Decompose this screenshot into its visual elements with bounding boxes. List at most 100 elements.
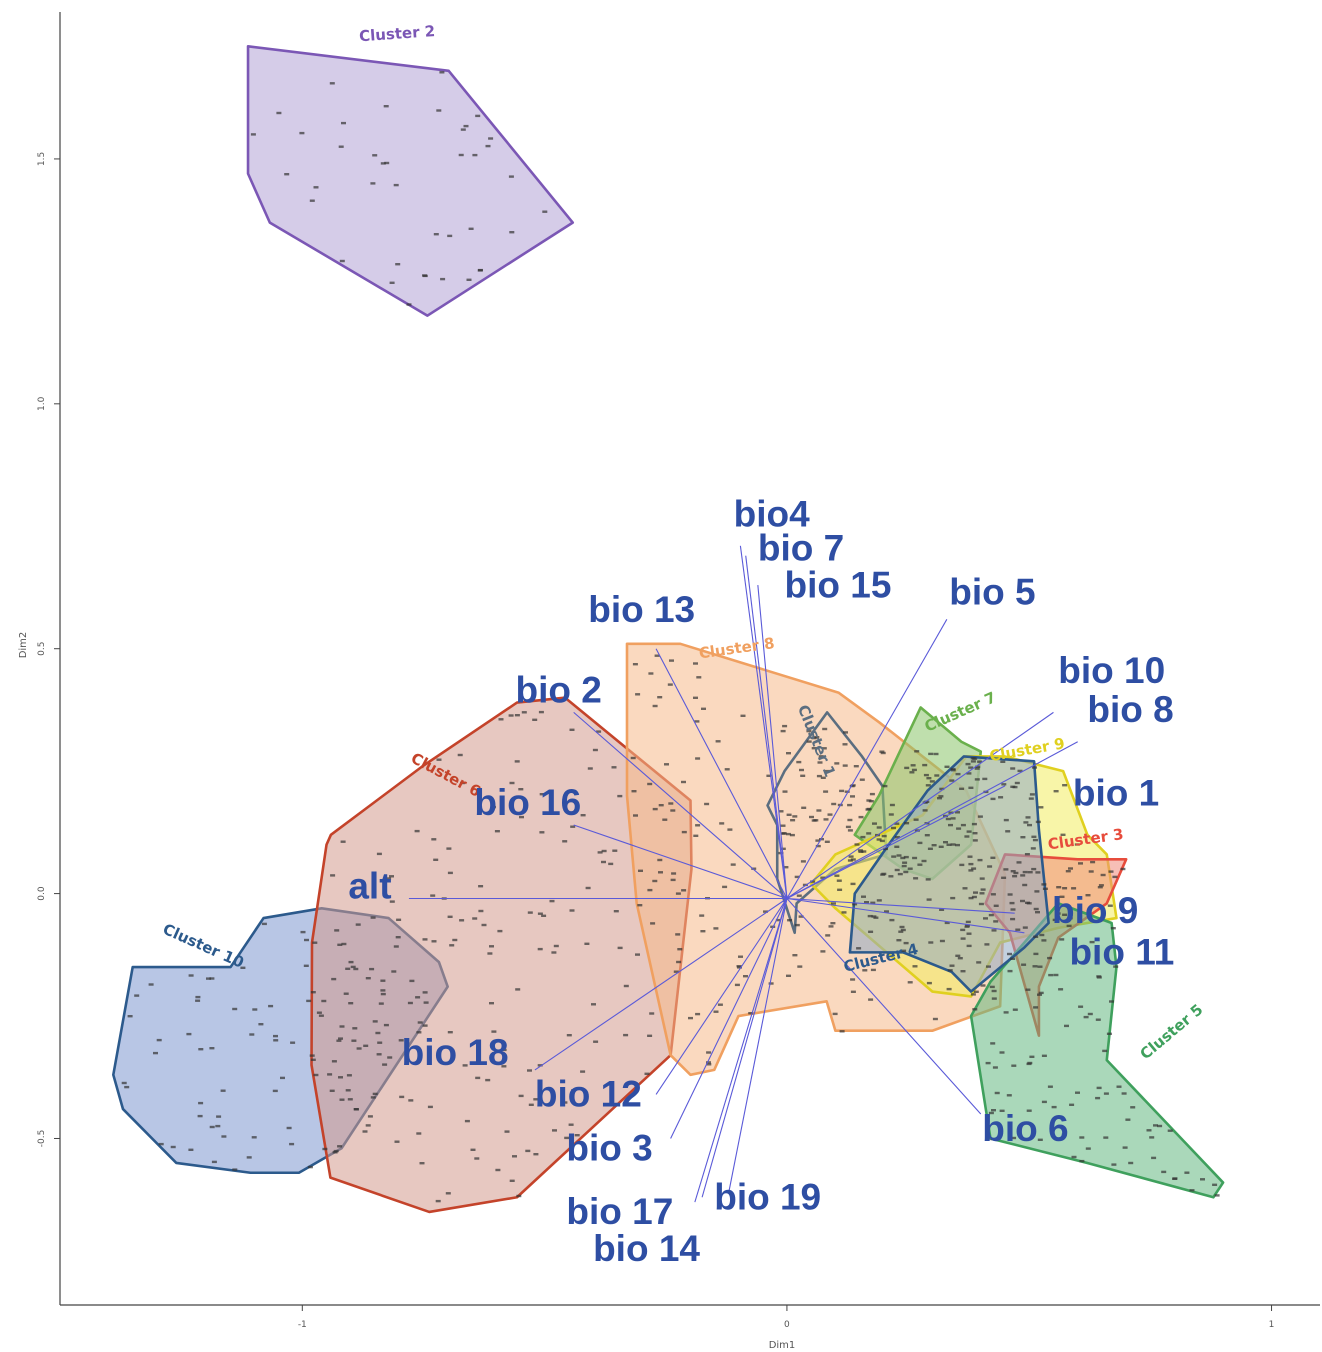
sample-point bbox=[909, 771, 915, 774]
sample-point bbox=[1033, 907, 1039, 911]
sample-point bbox=[273, 1034, 278, 1038]
cluster-hulls bbox=[112, 44, 1225, 1214]
arrow-bio-6 bbox=[786, 898, 982, 1115]
sample-point bbox=[832, 1012, 838, 1016]
arrow-bio-19 bbox=[728, 898, 788, 1193]
sample-point bbox=[329, 1089, 335, 1092]
sample-point bbox=[699, 914, 705, 917]
sample-point bbox=[211, 1160, 217, 1164]
sample-point bbox=[431, 940, 437, 943]
sample-point bbox=[811, 819, 817, 822]
sample-point bbox=[148, 983, 154, 986]
sample-point bbox=[1060, 833, 1066, 836]
sample-point bbox=[447, 1031, 453, 1034]
sample-point bbox=[1038, 806, 1044, 809]
sample-point bbox=[351, 1039, 357, 1042]
sample-point bbox=[1037, 965, 1043, 968]
sample-point bbox=[1125, 1118, 1131, 1121]
sample-point bbox=[884, 910, 889, 913]
sample-point bbox=[978, 902, 984, 906]
sample-point bbox=[1001, 876, 1007, 879]
sample-point bbox=[944, 765, 950, 768]
sample-point bbox=[965, 920, 971, 924]
sample-point bbox=[998, 796, 1004, 799]
sample-point bbox=[289, 1142, 295, 1146]
sample-point bbox=[338, 1076, 343, 1079]
sample-point bbox=[356, 1047, 362, 1050]
sample-point bbox=[876, 838, 882, 841]
sample-point bbox=[934, 774, 940, 777]
sample-point bbox=[272, 1089, 278, 1093]
sample-point bbox=[994, 1091, 1000, 1095]
sample-point bbox=[569, 728, 575, 731]
sample-point bbox=[834, 762, 840, 765]
sample-point bbox=[717, 1003, 723, 1006]
sample-point bbox=[695, 824, 701, 827]
sample-point bbox=[330, 874, 336, 877]
sample-point bbox=[1075, 1091, 1080, 1094]
sample-point bbox=[1055, 912, 1061, 915]
sample-point bbox=[766, 774, 772, 777]
label-cluster-8: Cluster 8 bbox=[698, 634, 776, 662]
sample-point bbox=[797, 965, 803, 968]
sample-point bbox=[792, 815, 798, 818]
sample-point bbox=[380, 162, 386, 165]
sample-point bbox=[823, 790, 829, 793]
sample-point bbox=[353, 1108, 359, 1111]
sample-point bbox=[1053, 790, 1059, 793]
sample-point bbox=[1035, 871, 1041, 874]
sample-point bbox=[955, 772, 961, 776]
sample-point bbox=[1003, 818, 1009, 822]
sample-point bbox=[970, 757, 976, 760]
var-label-bio-10: bio 10 bbox=[1058, 650, 1165, 691]
sample-point bbox=[1113, 965, 1119, 968]
sample-point bbox=[937, 797, 942, 800]
sample-point bbox=[667, 683, 673, 686]
sample-point bbox=[796, 894, 802, 897]
sample-point bbox=[617, 794, 623, 798]
sample-point bbox=[980, 888, 986, 891]
sample-point bbox=[1088, 870, 1094, 873]
sample-point bbox=[695, 757, 701, 760]
sample-point bbox=[939, 787, 945, 791]
sample-point bbox=[861, 850, 867, 853]
sample-point bbox=[1020, 874, 1026, 877]
sample-point bbox=[929, 780, 935, 783]
sample-point bbox=[632, 663, 638, 666]
hull-cluster-5 bbox=[969, 902, 1225, 1199]
sample-point bbox=[1007, 952, 1012, 956]
sample-point bbox=[847, 818, 853, 822]
sample-point bbox=[854, 843, 860, 846]
sample-point bbox=[447, 915, 453, 918]
sample-point bbox=[468, 227, 474, 230]
sample-point bbox=[806, 740, 812, 743]
sample-point bbox=[947, 969, 953, 972]
sample-point bbox=[852, 903, 858, 906]
sample-point bbox=[348, 1002, 354, 1005]
sample-point bbox=[1122, 1146, 1128, 1149]
sample-point bbox=[372, 1092, 378, 1096]
arrow-bio-7 bbox=[745, 555, 788, 899]
sample-point bbox=[452, 938, 458, 942]
sample-point bbox=[195, 999, 201, 1002]
sample-point bbox=[917, 863, 923, 866]
sample-point bbox=[1066, 924, 1072, 928]
sample-point bbox=[431, 838, 437, 841]
sample-point bbox=[549, 899, 555, 903]
sample-point bbox=[844, 790, 850, 793]
label-cluster-2: Cluster 2 bbox=[359, 22, 436, 45]
sample-point bbox=[1025, 816, 1031, 819]
sample-point bbox=[950, 843, 956, 846]
sample-point bbox=[894, 822, 900, 825]
sample-point bbox=[792, 954, 798, 957]
sample-point bbox=[1184, 1171, 1190, 1174]
sample-point bbox=[1022, 926, 1028, 929]
sample-point bbox=[664, 763, 669, 766]
sample-point bbox=[913, 877, 919, 880]
sample-point bbox=[1102, 1049, 1108, 1053]
sample-point bbox=[514, 760, 520, 763]
sample-point bbox=[338, 145, 344, 148]
sample-point bbox=[459, 919, 465, 922]
sample-point bbox=[1035, 911, 1040, 914]
sample-point bbox=[153, 1051, 158, 1055]
